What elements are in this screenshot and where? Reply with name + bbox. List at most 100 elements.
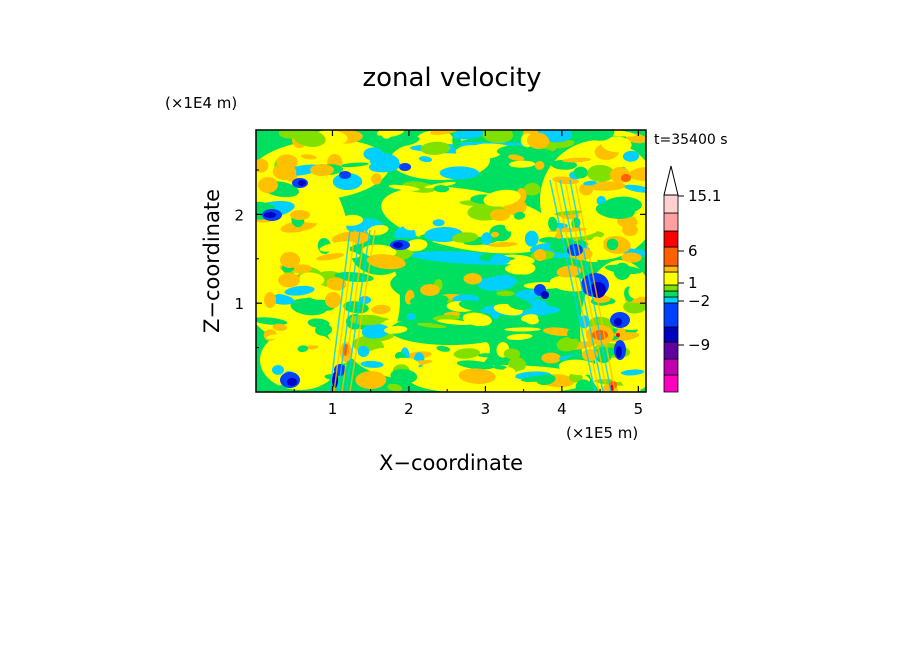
field-contour xyxy=(483,189,521,207)
field-contour xyxy=(433,185,450,193)
y-axis-title: Z−coordinate xyxy=(200,189,224,333)
field-contour xyxy=(256,202,276,211)
field-streak xyxy=(341,229,366,392)
field-streak xyxy=(574,179,616,392)
colorbar-swatch xyxy=(663,194,679,214)
field-contour xyxy=(272,365,284,375)
field-contour xyxy=(451,232,478,243)
field-contour xyxy=(380,130,393,139)
field-contour xyxy=(367,224,389,236)
field-contour xyxy=(575,379,592,392)
field-streak xyxy=(333,229,356,392)
field-contour xyxy=(536,374,556,385)
field-contour xyxy=(513,211,526,220)
field-contour xyxy=(504,327,541,332)
field-contour xyxy=(590,236,604,255)
field-contour xyxy=(590,282,606,298)
field-contour xyxy=(628,275,646,282)
colorbar-swatch xyxy=(663,246,679,267)
y-tick-label: 1 xyxy=(234,295,244,313)
colorbar-swatch xyxy=(663,374,679,393)
field-contour xyxy=(316,253,345,261)
field-contour xyxy=(277,352,294,369)
field-streak xyxy=(329,229,351,392)
field-contour xyxy=(526,132,550,150)
field-contour xyxy=(308,353,339,370)
field-contour xyxy=(357,345,370,358)
field-contour xyxy=(304,345,319,350)
field-contour xyxy=(298,180,306,186)
colorbar-label: −9 xyxy=(688,336,710,354)
field-contour xyxy=(420,284,440,296)
field-contour xyxy=(548,216,558,232)
field-contour xyxy=(490,231,500,238)
colorbar: −9 −21 6 15.1 xyxy=(663,165,721,393)
field-contour xyxy=(538,237,559,243)
field-contour xyxy=(541,291,549,299)
field-contour xyxy=(366,254,406,270)
field-contour xyxy=(567,328,579,340)
field-contour xyxy=(579,183,593,196)
field-contour xyxy=(496,145,525,156)
plot-frame xyxy=(255,129,647,393)
field-contour xyxy=(368,159,401,173)
field-contour xyxy=(326,277,347,291)
field-contour xyxy=(573,166,588,179)
field-contour xyxy=(264,212,276,218)
field-contour xyxy=(390,369,418,384)
field-contour xyxy=(620,369,645,376)
field-contour xyxy=(458,368,496,384)
field-contour xyxy=(508,154,525,161)
field-contour xyxy=(606,238,619,251)
field-streak xyxy=(559,179,604,392)
field-contour xyxy=(628,284,642,299)
field-contour xyxy=(319,241,356,252)
field-contour xyxy=(419,214,430,231)
y-axis: 12 xyxy=(234,169,646,349)
field-contour xyxy=(399,163,411,171)
field-contour xyxy=(595,202,635,219)
field-contour xyxy=(621,373,646,390)
colorbar-swatch xyxy=(663,290,679,298)
field-streak xyxy=(549,179,596,392)
field-contour xyxy=(280,252,300,268)
field-contour xyxy=(266,334,279,340)
field-contour xyxy=(496,290,515,297)
field-contour xyxy=(583,180,597,186)
field-contour xyxy=(339,162,369,168)
field-contour xyxy=(622,150,639,162)
x-tick-label: 5 xyxy=(634,400,644,418)
field-contour xyxy=(256,130,265,139)
colorbar-swatch xyxy=(663,296,679,304)
field-contour xyxy=(506,333,533,340)
colorbar-label: 1 xyxy=(688,274,698,292)
field-contour xyxy=(561,302,579,318)
field-contour xyxy=(420,141,451,155)
field-contour xyxy=(256,317,288,326)
field-contour xyxy=(349,314,385,326)
field-contour xyxy=(477,353,496,358)
field-contour xyxy=(387,383,403,392)
field-contour xyxy=(601,136,632,153)
field-contour xyxy=(541,352,561,364)
field-contour xyxy=(586,181,626,191)
field-contour xyxy=(587,164,615,182)
colorbar-swatch xyxy=(663,341,679,360)
field-contour xyxy=(613,262,631,281)
field-contour xyxy=(624,184,646,193)
field-contour xyxy=(283,242,301,250)
colorbar-swatch xyxy=(663,284,679,292)
field-contour xyxy=(614,318,622,326)
field-contour xyxy=(534,249,546,261)
field-contour xyxy=(360,360,384,368)
colorbar-swatch xyxy=(663,212,679,232)
field-contour xyxy=(325,292,341,308)
x-tick-label: 3 xyxy=(481,400,491,418)
field-contour xyxy=(370,372,382,385)
field-contour xyxy=(393,242,403,248)
field-contour xyxy=(436,345,451,352)
field-contour xyxy=(481,232,493,246)
field-contour xyxy=(476,327,491,341)
field-contour xyxy=(586,130,615,141)
field-contour xyxy=(409,294,449,307)
